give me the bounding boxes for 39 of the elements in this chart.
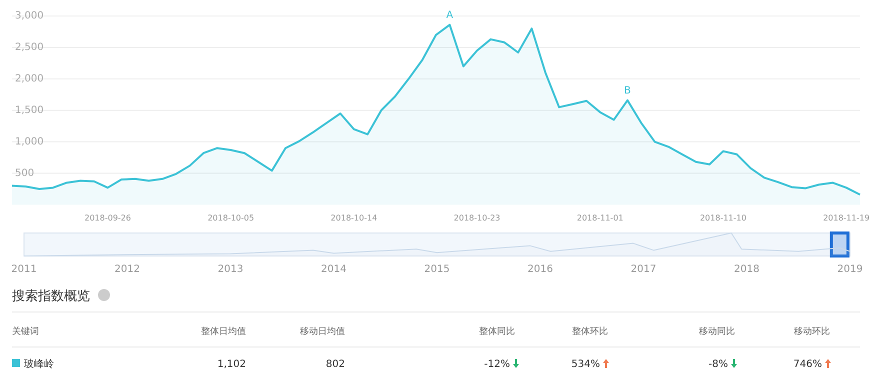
x-tick-label: 2014 [321, 264, 346, 275]
text: 534% [571, 359, 600, 370]
x-tick-label: 2019 [837, 264, 863, 275]
x-tick-label: 2018-11-10 [700, 214, 746, 223]
text: 移动环比 [794, 326, 830, 337]
x-tick-label: 2011 [11, 264, 37, 275]
text: -12% [484, 359, 510, 370]
text: 关键词 [12, 326, 39, 337]
y-tick-label: 1,000 [15, 136, 44, 148]
x-tick-label: 2018-11-19 [823, 214, 870, 223]
text: 移动同比 [699, 326, 735, 337]
x-tick-label: 2016 [528, 264, 553, 275]
y-tick-label: 500 [15, 168, 34, 179]
x-tick-label: 2018 [734, 264, 760, 275]
text: 搜索指数概览 [12, 289, 90, 304]
x-tick-label: 2017 [630, 264, 656, 275]
x-tick-label: 2013 [218, 264, 244, 275]
x-tick-label: 2018-10-23 [454, 214, 500, 223]
y-tick-label: 1,500 [15, 105, 44, 116]
text: 746% [793, 359, 822, 370]
y-tick-label: 2,000 [15, 74, 44, 85]
x-tick-label: 2018-10-14 [330, 214, 378, 223]
text: 整体同比 [479, 326, 515, 337]
x-tick-label: 2018-11-01 [576, 214, 624, 223]
y-tick-label: 3,000 [15, 10, 44, 22]
x-tick-label: 2015 [424, 264, 450, 275]
x-tick-label: 2018-10-05 [208, 214, 254, 223]
text: 整体环比 [572, 326, 608, 337]
x-tick-label: 2018-09-26 [84, 214, 131, 223]
text: 802 [326, 359, 345, 370]
y-tick-label: 2,500 [15, 42, 44, 54]
text: 玻峰岭 [24, 358, 54, 370]
text: -8% [708, 359, 728, 370]
x-tick-label: 2012 [114, 264, 140, 275]
text: 移动日均值 [300, 326, 345, 337]
text: 1,102 [217, 359, 246, 370]
annotation: A [446, 10, 454, 21]
annotation: B [624, 85, 632, 96]
text: 整体日均值 [201, 326, 246, 337]
